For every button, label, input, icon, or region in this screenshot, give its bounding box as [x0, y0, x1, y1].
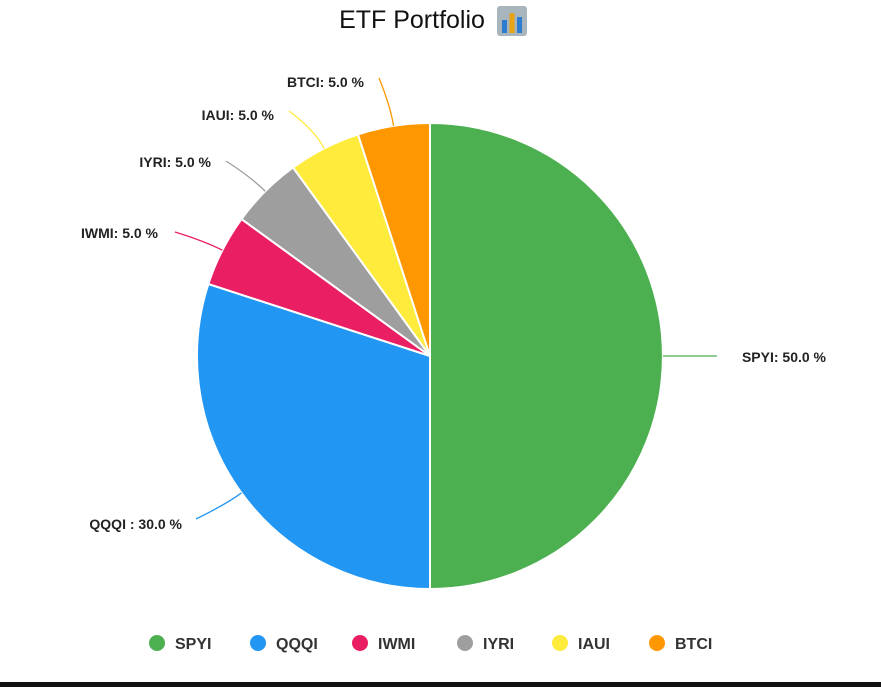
legend-swatch-btci: [649, 635, 665, 651]
legend-item-iaui[interactable]: IAUI: [552, 635, 610, 653]
leader-line-qqqi: [195, 492, 242, 520]
slice-label-iyri: IYRI: 5.0 %: [139, 154, 211, 170]
slice-label-qqqi: QQQI : 30.0 %: [89, 516, 182, 532]
slice-labels: SPYI: 50.0 % QQQI : 30.0 % IWMI: 5.0 % IYRI…: [81, 74, 827, 532]
slice-leader-lines: [174, 77, 717, 520]
legend-item-btci[interactable]: BTCI: [649, 635, 712, 653]
legend-item-iyri[interactable]: IYRI: [457, 635, 514, 653]
legend-swatch-qqqi: [250, 635, 266, 651]
pie-slice-btci[interactable]: [356, 121, 431, 357]
legend-label-iyri: IYRI: [483, 636, 514, 653]
leader-line-iaui: [288, 110, 325, 149]
pie-slice-qqqi[interactable]: [196, 282, 431, 591]
bar-chart-emoji-icon: [497, 6, 527, 36]
legend-item-spyi[interactable]: SPYI: [149, 635, 211, 653]
legend-swatch-spyi: [149, 635, 165, 651]
legend-label-qqqi: QQQI: [276, 636, 318, 653]
legend-label-btci: BTCI: [675, 636, 712, 653]
legend-swatch-iyri: [457, 635, 473, 651]
legend-swatch-iaui: [552, 635, 568, 651]
legend-swatch-iwmi: [352, 635, 368, 651]
legend-item-qqqi[interactable]: QQQI: [250, 635, 318, 653]
pie-slice-spyi[interactable]: [429, 121, 664, 591]
legend-label-iaui: IAUI: [578, 636, 610, 653]
chart-title-text: ETF Portfolio: [339, 6, 485, 34]
chart-title: ETF Portfolio: [339, 6, 527, 36]
slice-label-btci: BTCI: 5.0 %: [287, 74, 365, 90]
bottom-divider: [0, 682, 881, 687]
leader-line-iwmi: [174, 231, 223, 251]
slice-label-iwmi: IWMI: 5.0 %: [81, 225, 159, 241]
pie-slices: [196, 121, 664, 591]
legend-item-iwmi[interactable]: IWMI: [352, 635, 415, 653]
slice-label-spyi: SPYI: 50.0 %: [742, 349, 827, 365]
legend-label-iwmi: IWMI: [378, 636, 415, 653]
leader-line-iyri: [225, 160, 266, 192]
leader-line-btci: [378, 77, 395, 126]
legend-label-spyi: SPYI: [175, 636, 211, 653]
chart-legend: SPYI QQQI IWMI IYRI IAUI BTCI: [149, 635, 712, 653]
slice-label-iaui: IAUI: 5.0 %: [202, 107, 275, 123]
